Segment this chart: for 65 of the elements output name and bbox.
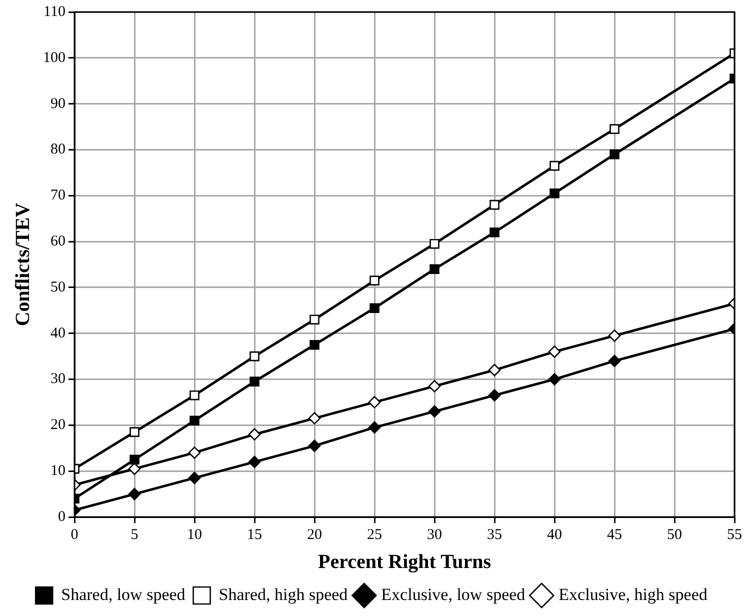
point (308, 412, 321, 424)
x-tick-label: 5 (130, 526, 138, 543)
x-tick-label: 15 (247, 526, 262, 543)
point (488, 389, 501, 402)
y-tick-label: 60 (50, 233, 66, 250)
y-tick-label: 10 (50, 463, 66, 480)
point (250, 376, 260, 386)
x-tick-label: 25 (367, 526, 382, 543)
point (250, 351, 260, 362)
point (428, 405, 441, 418)
point (610, 124, 620, 134)
y-tick-label: 50 (50, 279, 66, 296)
point (370, 303, 380, 314)
x-tick-label: 55 (727, 526, 742, 543)
x-tick-label: 45 (607, 526, 622, 543)
point (248, 428, 261, 441)
point (128, 488, 141, 500)
y-tick-label: 90 (50, 96, 66, 112)
point (370, 276, 380, 286)
point (548, 373, 561, 386)
point (610, 149, 620, 160)
point (608, 330, 621, 342)
point (430, 264, 440, 274)
y-tick-label: 0 (58, 508, 66, 525)
point (428, 380, 441, 392)
y-tick-label: 20 (50, 417, 66, 434)
point (430, 238, 440, 249)
point (310, 340, 320, 350)
legend-label: Exclusive, low speed (381, 584, 526, 604)
legend-label: Exclusive, high speed (558, 584, 708, 604)
point (490, 227, 500, 238)
point (550, 160, 560, 171)
y-tick-label: 40 (50, 325, 66, 342)
x-tick-label: 0 (70, 526, 78, 543)
point (368, 421, 381, 434)
x-tick-label: 35 (487, 526, 502, 543)
x-tick-label: 30 (427, 526, 442, 543)
point (248, 456, 261, 468)
point (190, 416, 200, 426)
point (130, 427, 140, 437)
y-tick-label: 70 (50, 188, 66, 204)
x-tick-label: 10 (187, 526, 202, 543)
point (188, 472, 201, 484)
point (488, 364, 501, 376)
point (308, 440, 321, 452)
legend-label: Shared, high speed (218, 584, 348, 604)
y-tick-label: 110 (44, 4, 66, 20)
x-tick-label: 50 (667, 526, 682, 543)
point (190, 390, 200, 400)
y-tick-label: 30 (50, 371, 66, 388)
x-tick-label: 20 (307, 526, 322, 543)
point (490, 200, 500, 210)
point (310, 314, 320, 324)
x-axis-title: Percent Right Turns (318, 551, 492, 574)
point (130, 454, 140, 465)
y-axis-title: Conflicts/TEV (12, 202, 34, 326)
point (548, 346, 561, 358)
legend-label: Shared, low speed (61, 584, 186, 604)
point (550, 188, 560, 198)
y-tick-label: 80 (50, 142, 66, 158)
point (608, 354, 621, 368)
point (368, 396, 381, 408)
y-tick-label: 100 (43, 50, 66, 66)
point (188, 446, 201, 459)
x-tick-label: 40 (547, 526, 562, 543)
